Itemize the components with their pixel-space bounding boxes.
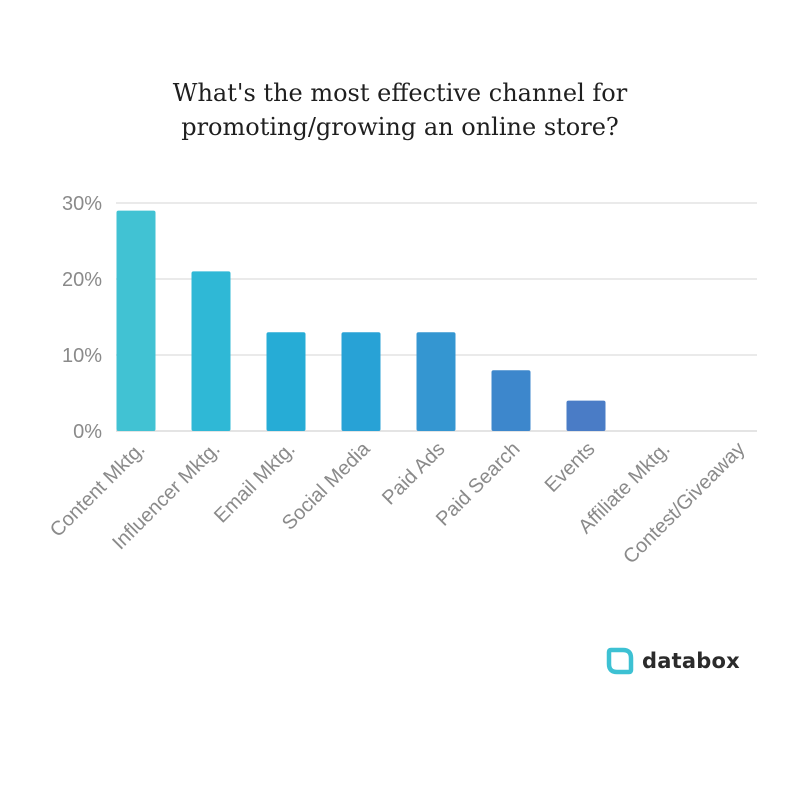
databox-logo-text: databox	[642, 649, 740, 673]
y-tick-label: 30%	[62, 193, 102, 215]
y-tick-label: 0%	[73, 421, 102, 443]
chart-title-line-2: promoting/growing an online store?	[181, 113, 619, 141]
bar-social-media	[341, 332, 381, 431]
x-axis-labels: Content Mktg.Influencer Mktg.Email Mktg.…	[46, 437, 750, 568]
bar-paid-ads	[416, 332, 456, 431]
chart-title: What's the most effective channel for pr…	[0, 76, 800, 144]
databox-logo: databox	[606, 646, 740, 676]
bar-content-mktg	[116, 210, 156, 431]
bar-paid-search	[491, 370, 531, 431]
y-tick-label: 10%	[62, 345, 102, 367]
y-axis-ticks: 0% 10% 20% 30%	[62, 193, 102, 443]
bar-influencer-mktg	[191, 271, 231, 431]
y-tick-label: 20%	[62, 269, 102, 291]
x-category-label: Paid Ads	[378, 438, 449, 509]
bar-events	[566, 400, 606, 431]
bar-email-mktg	[266, 332, 306, 431]
databox-logo-icon	[606, 647, 634, 675]
bars	[116, 210, 606, 431]
x-category-label: Events	[541, 438, 600, 497]
chart-title-line-1: What's the most effective channel for	[172, 79, 628, 107]
